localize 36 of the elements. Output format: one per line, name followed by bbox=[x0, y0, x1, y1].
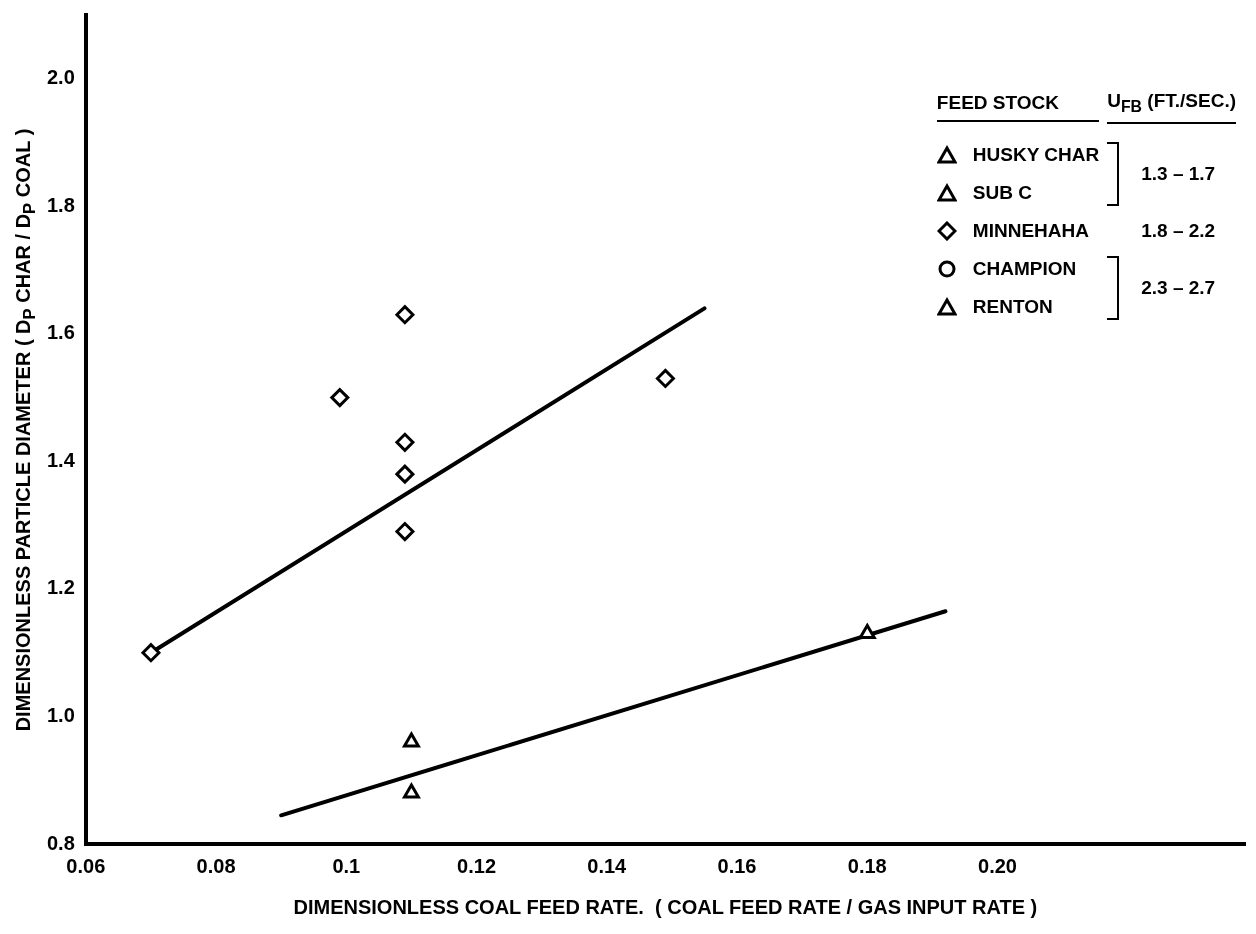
point bbox=[395, 464, 415, 484]
y-tick-label: 2.0 bbox=[46, 66, 75, 89]
y-tick-label: 1.6 bbox=[46, 321, 75, 344]
annotation: 1.3 – 1.7 bbox=[1141, 162, 1217, 185]
x-tick-label: 0.18 bbox=[847, 854, 887, 877]
legend-label: RENTON bbox=[972, 295, 1053, 318]
annotation: U$_{FB}$ (FT./SEC.) bbox=[1107, 90, 1236, 124]
point bbox=[395, 305, 415, 325]
point bbox=[395, 522, 415, 542]
y-tick-label: 0.8 bbox=[46, 831, 75, 854]
x-tick-label: 0.12 bbox=[457, 854, 497, 877]
point bbox=[330, 388, 350, 408]
y-tick-label: 1.4 bbox=[46, 448, 76, 471]
y-tick-label: 1.0 bbox=[46, 703, 75, 726]
annotation: 1.8 – 2.2 bbox=[1141, 219, 1217, 242]
point bbox=[395, 432, 415, 452]
point bbox=[858, 624, 876, 640]
y-tick-label: 1.2 bbox=[46, 576, 75, 599]
legend-title: FEED STOCK bbox=[936, 91, 1100, 122]
x-axis-title: DIMENSIONLESS COAL FEED RATE. ( COAL FEED RATE / GAS INPUT RATE ) bbox=[293, 895, 1038, 918]
point bbox=[655, 368, 675, 388]
point bbox=[402, 732, 420, 748]
x-tick-label: 0.1 bbox=[332, 854, 361, 877]
x-tick-label: 0.14 bbox=[587, 854, 628, 877]
legend-label: HUSKY CHAR bbox=[972, 143, 1100, 166]
legend-label: MINNEHAHA bbox=[972, 219, 1089, 242]
x-tick-label: 0.08 bbox=[196, 854, 236, 877]
legend-label: CHAMPION bbox=[972, 257, 1077, 280]
legend-label: SUB C bbox=[972, 181, 1032, 204]
y-tick-label: 1.8 bbox=[46, 193, 75, 216]
x-tick-label: 0.20 bbox=[978, 854, 1017, 877]
x-tick-label: 0.06 bbox=[66, 854, 106, 877]
point bbox=[141, 643, 161, 663]
annotation: 2.3 – 2.7 bbox=[1141, 276, 1217, 299]
point bbox=[402, 783, 420, 799]
x-tick-label: 0.16 bbox=[717, 854, 757, 877]
